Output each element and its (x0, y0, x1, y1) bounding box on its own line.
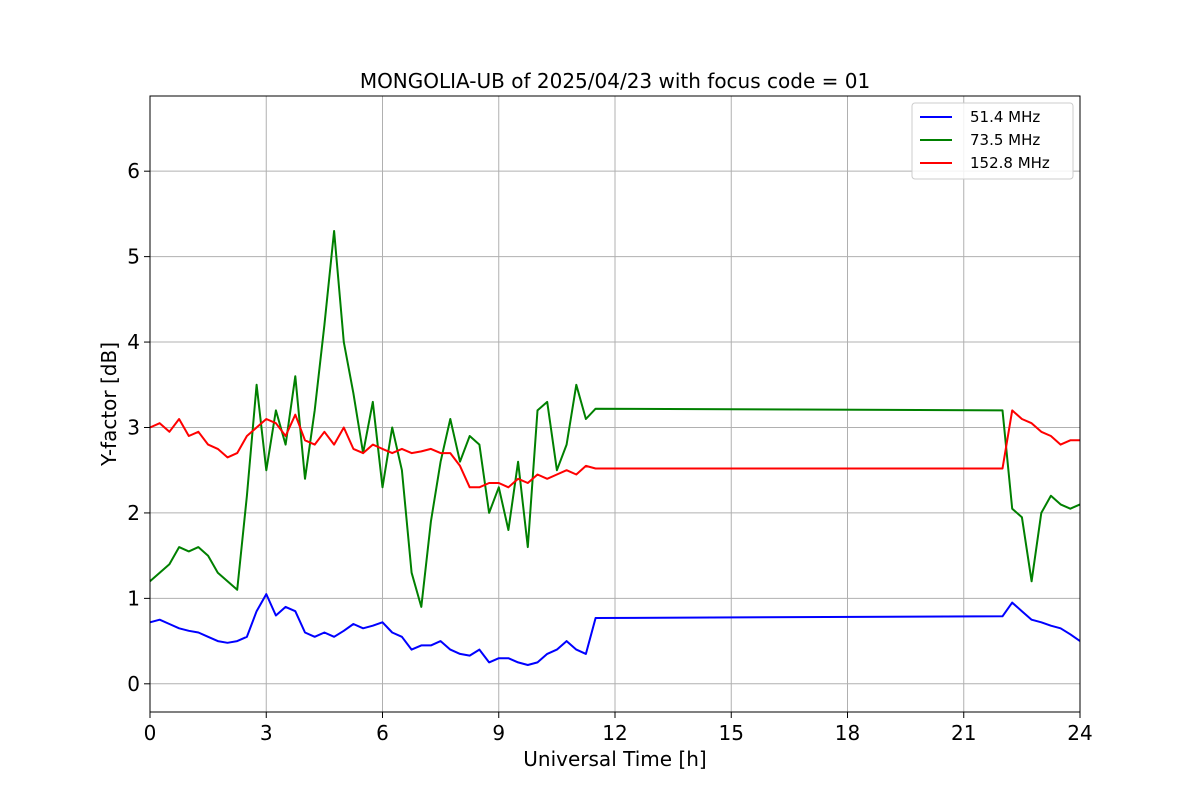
legend-label: 152.8 MHz (970, 154, 1050, 172)
x-tick-label: 18 (835, 721, 860, 745)
y-tick-label: 6 (127, 159, 140, 183)
x-tick-label: 3 (260, 721, 273, 745)
legend-box (911, 102, 1074, 180)
x-tick-label: 6 (376, 721, 389, 745)
x-tick-label: 15 (719, 721, 744, 745)
x-axis-label: Universal Time [h] (523, 747, 706, 771)
series-layer (149, 230, 1081, 666)
legend-label: 73.5 MHz (970, 131, 1040, 149)
x-tick-label: 24 (1067, 721, 1092, 745)
y-tick-label: 2 (127, 501, 140, 525)
y-tick-label: 0 (127, 672, 140, 696)
legend-label: 51.4 MHz (970, 108, 1040, 126)
y-tick-label: 3 (127, 415, 140, 439)
x-tick-label: 12 (602, 721, 627, 745)
y-tick-label: 5 (127, 245, 140, 269)
x-tick-label: 0 (144, 721, 157, 745)
series-line-1 (149, 230, 1081, 608)
y-tick-label: 1 (127, 586, 140, 610)
legend: 51.4 MHz 73.5 MHz 152.8 MHz (911, 102, 1074, 180)
x-tick-label: 21 (951, 721, 976, 745)
y-axis-label: Y-factor [dB] (97, 342, 121, 467)
y-tick-label: 4 (127, 330, 140, 354)
series-line-2 (149, 409, 1080, 489)
series-line-0 (149, 593, 1081, 666)
chart-title: MONGOLIA-UB of 2025/04/23 with focus cod… (360, 69, 870, 93)
x-tick-label: 9 (492, 721, 505, 745)
